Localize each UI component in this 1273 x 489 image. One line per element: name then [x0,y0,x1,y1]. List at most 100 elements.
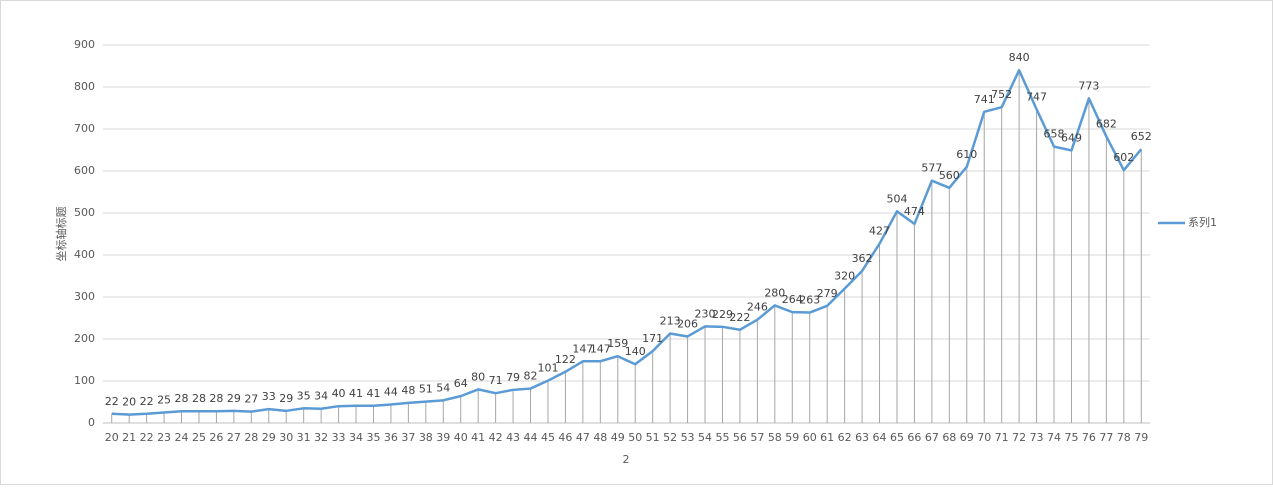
data-label: 264 [782,293,803,306]
x-tick-label: 58 [768,431,782,444]
x-tick-label: 27 [227,431,241,444]
x-tick-label: 65 [890,431,904,444]
y-tick-label: 900 [74,38,95,51]
x-tick-label: 24 [175,431,189,444]
data-label: 140 [625,345,646,358]
data-label: 79 [506,371,520,384]
data-label: 28 [175,392,189,405]
x-tick-label: 62 [838,431,852,444]
x-tick-label: 78 [1117,431,1131,444]
x-tick-label: 47 [576,431,590,444]
data-label: 22 [140,395,154,408]
data-label: 51 [419,383,433,396]
x-tick-label: 61 [820,431,834,444]
data-label: 44 [384,386,398,399]
x-tick-label: 26 [209,431,223,444]
y-tick-label: 200 [74,332,95,345]
x-tick-label: 45 [541,431,555,444]
x-tick-label: 41 [471,431,485,444]
data-label: 20 [122,396,136,409]
x-tick-label: 21 [122,431,136,444]
x-tick-label: 64 [873,431,887,444]
x-tick-label: 53 [681,431,695,444]
x-tick-label: 69 [960,431,974,444]
x-tick-label: 51 [646,431,660,444]
data-label: 682 [1096,118,1117,131]
data-label: 41 [349,387,363,400]
data-label: 22 [105,395,119,408]
data-label: 602 [1113,151,1134,164]
data-label: 652 [1131,130,1152,143]
data-label: 427 [869,225,890,238]
x-tick-label: 33 [332,431,346,444]
x-tick-label: 74 [1047,431,1061,444]
y-axis-title: 坐标轴标题 [54,207,68,262]
data-label: 229 [712,308,733,321]
y-tick-label: 500 [74,206,95,219]
data-label: 840 [1009,51,1030,64]
x-tick-label: 57 [750,431,764,444]
x-tick-label: 68 [942,431,956,444]
y-tick-label: 300 [74,290,95,303]
data-label: 474 [904,205,925,218]
data-label: 279 [817,287,838,300]
x-tick-label: 75 [1064,431,1078,444]
data-label: 246 [747,301,768,314]
data-label: 658 [1044,128,1065,141]
data-label: 741 [974,93,995,106]
x-tick-label: 73 [1030,431,1044,444]
x-tick-label: 63 [855,431,869,444]
y-tick-label: 400 [74,248,95,261]
data-line [111,68,1143,416]
x-tick-label: 56 [733,431,747,444]
data-label: 122 [555,353,576,366]
data-label: 34 [314,390,328,403]
data-label: 101 [537,362,558,375]
data-label: 362 [852,252,873,265]
x-tick-label: 49 [611,431,625,444]
data-label: 577 [921,162,942,175]
data-label: 747 [1026,90,1047,103]
data-label: 213 [660,315,681,328]
x-tick-label: 79 [1134,431,1148,444]
x-axis-title: 2 [623,453,630,466]
data-label: 320 [834,270,855,283]
x-tick-label: 43 [506,431,520,444]
x-tick-label: 46 [558,431,572,444]
data-label: 71 [489,374,503,387]
x-tick-label: 30 [279,431,293,444]
data-label: 64 [454,377,468,390]
x-tick-label: 60 [803,431,817,444]
x-tick-label: 38 [419,431,433,444]
data-label: 35 [297,389,311,402]
data-label: 147 [572,342,593,355]
data-label: 649 [1061,131,1082,144]
data-label: 159 [607,337,628,350]
data-label: 230 [695,307,716,320]
data-label: 41 [366,387,380,400]
y-tick-label: 600 [74,164,95,177]
data-label: 27 [244,393,258,406]
x-tick-label: 29 [262,431,276,444]
data-label: 48 [401,384,415,397]
data-label: 504 [886,192,907,205]
data-label: 28 [192,392,206,405]
x-tick-label: 50 [628,431,642,444]
x-tick-label: 37 [401,431,415,444]
data-label: 206 [677,317,698,330]
x-tick-label: 48 [593,431,607,444]
x-tick-label: 31 [297,431,311,444]
x-tick-label: 28 [244,431,258,444]
y-tick-label: 800 [74,80,95,93]
x-tick-label: 39 [436,431,450,444]
x-tick-label: 70 [977,431,991,444]
x-tick-label: 72 [1012,431,1026,444]
data-label: 29 [279,392,293,405]
x-tick-label: 44 [524,431,538,444]
data-label: 147 [590,342,611,355]
data-label: 610 [956,148,977,161]
x-tick-label: 25 [192,431,206,444]
x-tick-label: 67 [925,431,939,444]
